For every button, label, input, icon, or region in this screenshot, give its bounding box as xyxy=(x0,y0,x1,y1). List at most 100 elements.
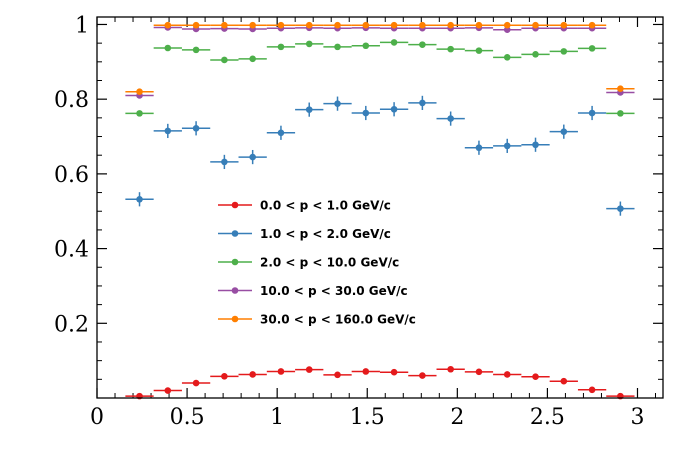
y-tick-label: 0.8 xyxy=(54,88,89,113)
x-tick-label: 0.5 xyxy=(170,405,205,430)
data-point xyxy=(277,43,285,51)
data-point xyxy=(164,44,172,52)
data-point xyxy=(221,373,228,380)
series-4 xyxy=(125,24,635,99)
x-tick-label: 1.5 xyxy=(350,405,385,430)
data-point xyxy=(249,21,256,29)
data-point xyxy=(447,45,454,53)
data-point xyxy=(475,368,483,376)
y-tick-label: 0.6 xyxy=(54,163,89,188)
data-point xyxy=(277,129,285,137)
data-point xyxy=(164,127,172,135)
data-point xyxy=(390,105,398,113)
data-point xyxy=(305,106,313,113)
data-point xyxy=(503,21,511,29)
data-point xyxy=(419,41,426,48)
data-point xyxy=(419,372,426,379)
legend-label: 10.0 < p < 30.0 GeV/c xyxy=(260,284,408,298)
data-point xyxy=(588,45,596,52)
data-point xyxy=(334,371,341,379)
data-point xyxy=(136,88,143,96)
legend-marker xyxy=(231,201,239,209)
x-tick-label: 3 xyxy=(630,405,644,430)
data-point xyxy=(249,153,256,161)
data-point xyxy=(447,115,454,122)
data-point xyxy=(503,54,511,61)
data-point xyxy=(617,110,624,117)
legend-marker xyxy=(231,287,239,294)
data-point xyxy=(532,141,539,149)
data-point xyxy=(192,46,200,54)
data-point xyxy=(503,142,511,150)
x-tick-label: 0 xyxy=(90,405,104,430)
legend-entry: 30.0 < p < 160.0 GeV/c xyxy=(218,313,416,327)
legend: 0.0 < p < 1.0 GeV/c 1.0 < p < 2.0 GeV/c 2.… xyxy=(218,199,416,327)
data-point xyxy=(136,195,143,203)
data-point xyxy=(334,100,341,107)
data-point xyxy=(532,51,539,58)
minor-ticks xyxy=(97,17,663,398)
legend-label: 30.0 < p < 160.0 GeV/c xyxy=(260,313,416,327)
x-tick-label: 2 xyxy=(450,405,464,430)
data-point xyxy=(334,21,341,29)
data-point xyxy=(419,21,426,29)
data-point xyxy=(390,39,398,46)
data-point xyxy=(419,99,426,107)
legend-entry: 0.0 < p < 1.0 GeV/c xyxy=(218,199,391,213)
data-point xyxy=(164,387,172,394)
data-point xyxy=(588,386,596,394)
data-point xyxy=(221,56,228,64)
data-point xyxy=(617,85,624,93)
data-point xyxy=(249,55,256,63)
data-point xyxy=(560,21,568,29)
y-tick-label: 1 xyxy=(75,13,89,38)
legend-label: 0.0 < p < 1.0 GeV/c xyxy=(260,199,391,213)
data-point xyxy=(305,40,313,48)
data-point xyxy=(136,110,143,117)
y-tick-label: 0.4 xyxy=(54,238,89,263)
data-point xyxy=(249,371,256,378)
data-point xyxy=(588,21,596,29)
data-point xyxy=(532,373,539,381)
series-2 xyxy=(125,95,635,216)
data-point xyxy=(447,21,454,29)
data-point xyxy=(390,368,398,376)
data-point xyxy=(192,379,200,387)
x-tick-label: 2.5 xyxy=(530,405,565,430)
legend-entry: 10.0 < p < 30.0 GeV/c xyxy=(218,284,408,298)
data-point xyxy=(164,21,172,29)
data-point xyxy=(277,21,285,29)
data-point xyxy=(277,368,285,375)
data-point xyxy=(362,109,370,117)
data-point xyxy=(475,144,483,152)
data-point xyxy=(560,128,568,135)
legend-label: 2.0 < p < 10.0 GeV/c xyxy=(260,256,399,270)
data-point xyxy=(475,21,483,29)
data-point xyxy=(588,109,596,117)
data-point xyxy=(390,21,398,29)
legend-entry: 2.0 < p < 10.0 GeV/c xyxy=(218,256,399,270)
legend-marker xyxy=(231,230,239,237)
data-point xyxy=(305,366,313,373)
tick-labels: 0 0.5 1 1.5 2 2.5 3 0.2 0.4 0.6 0.8 1 xyxy=(54,13,644,430)
data-point xyxy=(532,21,539,29)
series-layer xyxy=(125,21,635,400)
data-point xyxy=(362,21,370,29)
data-point xyxy=(503,371,511,378)
data-point xyxy=(362,42,370,50)
legend-label: 1.0 < p < 2.0 GeV/c xyxy=(260,227,391,241)
series-3 xyxy=(125,39,635,117)
series-5 xyxy=(125,21,635,96)
plot-frame xyxy=(96,16,664,399)
data-point xyxy=(362,368,370,375)
x-tick-label: 1 xyxy=(270,405,284,430)
data-point xyxy=(334,43,341,51)
data-point xyxy=(617,205,624,212)
data-point xyxy=(475,47,483,54)
data-point xyxy=(560,377,568,385)
y-tick-label: 0.2 xyxy=(54,312,89,337)
data-point xyxy=(221,21,228,29)
data-point xyxy=(221,158,228,166)
series-1 xyxy=(125,365,635,400)
